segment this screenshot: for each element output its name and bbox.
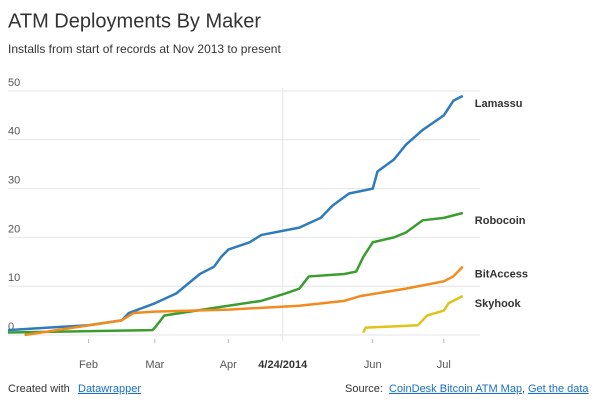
x-tick-label: Apr bbox=[220, 359, 237, 371]
chart-title: ATM Deployments By Maker bbox=[8, 10, 261, 32]
x-tick-label: Mar bbox=[145, 359, 164, 371]
series-line bbox=[24, 265, 464, 337]
y-tick-label: 40 bbox=[8, 126, 20, 138]
source-prefix: Source: bbox=[345, 383, 383, 395]
x-tick-label: Jul bbox=[437, 359, 451, 371]
chart-subtitle: Installs from start of records at Nov 20… bbox=[8, 42, 281, 56]
credit-prefix: Created with bbox=[8, 383, 70, 395]
y-tick-label: 20 bbox=[8, 223, 20, 235]
credit-link[interactable]: Datawrapper bbox=[78, 383, 141, 395]
y-tick-label: 10 bbox=[8, 272, 20, 284]
x-tick-label: Jun bbox=[364, 359, 382, 371]
x-tick-label: Feb bbox=[79, 359, 98, 371]
series-line bbox=[362, 294, 464, 334]
series-line bbox=[7, 94, 464, 332]
series-label: Skyhook bbox=[475, 298, 522, 310]
series-label: BitAccess bbox=[475, 269, 528, 281]
data-link[interactable]: Get the data bbox=[528, 383, 589, 395]
series-label: Robocoin bbox=[475, 215, 526, 227]
source-separator: , bbox=[522, 383, 525, 395]
series-label: Lamassu bbox=[475, 98, 523, 110]
highlight-label: 4/24/2014 bbox=[258, 359, 308, 371]
y-tick-label: 30 bbox=[8, 175, 20, 187]
y-tick-label: 0 bbox=[8, 321, 14, 333]
y-tick-label: 50 bbox=[8, 77, 20, 89]
series-line bbox=[7, 211, 464, 334]
source-link[interactable]: CoinDesk Bitcoin ATM Map bbox=[389, 383, 522, 395]
